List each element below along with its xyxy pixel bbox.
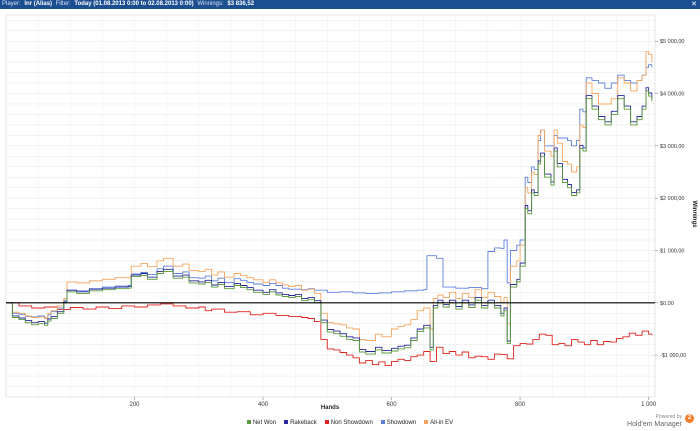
legend-label: Non Showdown bbox=[330, 420, 373, 426]
y-tick-label: -$1 000,00 bbox=[660, 353, 686, 359]
y-tick-label: $3 000,00 bbox=[660, 144, 684, 150]
legend-label: All-in EV bbox=[430, 420, 454, 426]
x-tick-label: 600 bbox=[387, 402, 398, 408]
legend-item-net-won[interactable]: Net Won bbox=[246, 418, 277, 428]
series-line-all-in-ev bbox=[6, 51, 653, 341]
x-axis-label: Hands bbox=[321, 405, 340, 411]
filter-value[interactable]: Today (01.08.2013 0:00 to 02.08.2013 0:0… bbox=[74, 1, 194, 7]
legend-swatch bbox=[246, 420, 251, 425]
series-line-non-showdown bbox=[6, 302, 653, 367]
x-tick-label: 200 bbox=[130, 402, 141, 408]
legend-item-all-in-ev[interactable]: All-in EV bbox=[424, 418, 453, 428]
legend-label: Showdown bbox=[386, 420, 417, 426]
series-line-rakeback bbox=[6, 87, 653, 352]
series-line-showdown bbox=[6, 64, 653, 319]
legend-swatch bbox=[324, 420, 329, 425]
grid-lines bbox=[6, 15, 655, 398]
legend-item-rakeback[interactable]: Rakeback bbox=[284, 418, 317, 428]
y-axis-label: Winnings bbox=[691, 201, 697, 229]
winnings-label: Winnings: bbox=[197, 1, 224, 7]
brand-watermark: Powered by Hold'em Manager 2 bbox=[627, 414, 694, 428]
brand-name: Hold'em Manager bbox=[626, 421, 682, 428]
series-line-net-won bbox=[6, 90, 653, 355]
y-tick-label: $1 000,00 bbox=[660, 248, 684, 254]
y-tick-label: $5 000,00 bbox=[660, 39, 684, 45]
y-tick-label: $0,00 bbox=[660, 301, 674, 307]
winnings-chart: 200 400 600 800 1 000 -$1 000,00 $0,00 $1 000,0… bbox=[5, 14, 697, 411]
x-tick-label: 400 bbox=[258, 402, 269, 408]
y-tick-label: $2 000,00 bbox=[660, 196, 684, 202]
legend-label: Net Won bbox=[252, 420, 277, 426]
winnings-value: $3 836,52 bbox=[227, 1, 255, 7]
y-tick-label: $4 000,00 bbox=[660, 91, 684, 97]
legend-swatch bbox=[380, 420, 385, 425]
plot-area bbox=[5, 14, 656, 398]
legend-item-showdown[interactable]: Showdown bbox=[380, 418, 417, 428]
player-label: Player: bbox=[2, 1, 21, 7]
legend-item-non-showdown[interactable]: Non Showdown bbox=[324, 418, 373, 428]
series-lines bbox=[6, 51, 653, 367]
brand-small-text: Powered by bbox=[655, 414, 682, 420]
title-bar: Player: lnr (Alias) Filter: Today (01.08… bbox=[0, 0, 700, 9]
hm-logo-icon: 2 bbox=[685, 414, 694, 423]
close-icon[interactable]: ✕ bbox=[691, 1, 697, 8]
legend-swatch bbox=[284, 420, 289, 425]
legend: Net Won Rakeback Non Showdown Showdown All-i… bbox=[0, 418, 700, 428]
legend-label: Rakeback bbox=[290, 420, 317, 426]
player-value: lnr (Alias) bbox=[24, 1, 53, 7]
filter-label: Filter: bbox=[55, 1, 71, 7]
axis-ticks: 200 400 600 800 1 000 -$1 000,00 $0,00 $1 000,0… bbox=[130, 39, 687, 408]
x-tick-label: 800 bbox=[515, 402, 526, 408]
legend-swatch bbox=[424, 420, 429, 425]
x-tick-label: 1 000 bbox=[641, 402, 657, 408]
